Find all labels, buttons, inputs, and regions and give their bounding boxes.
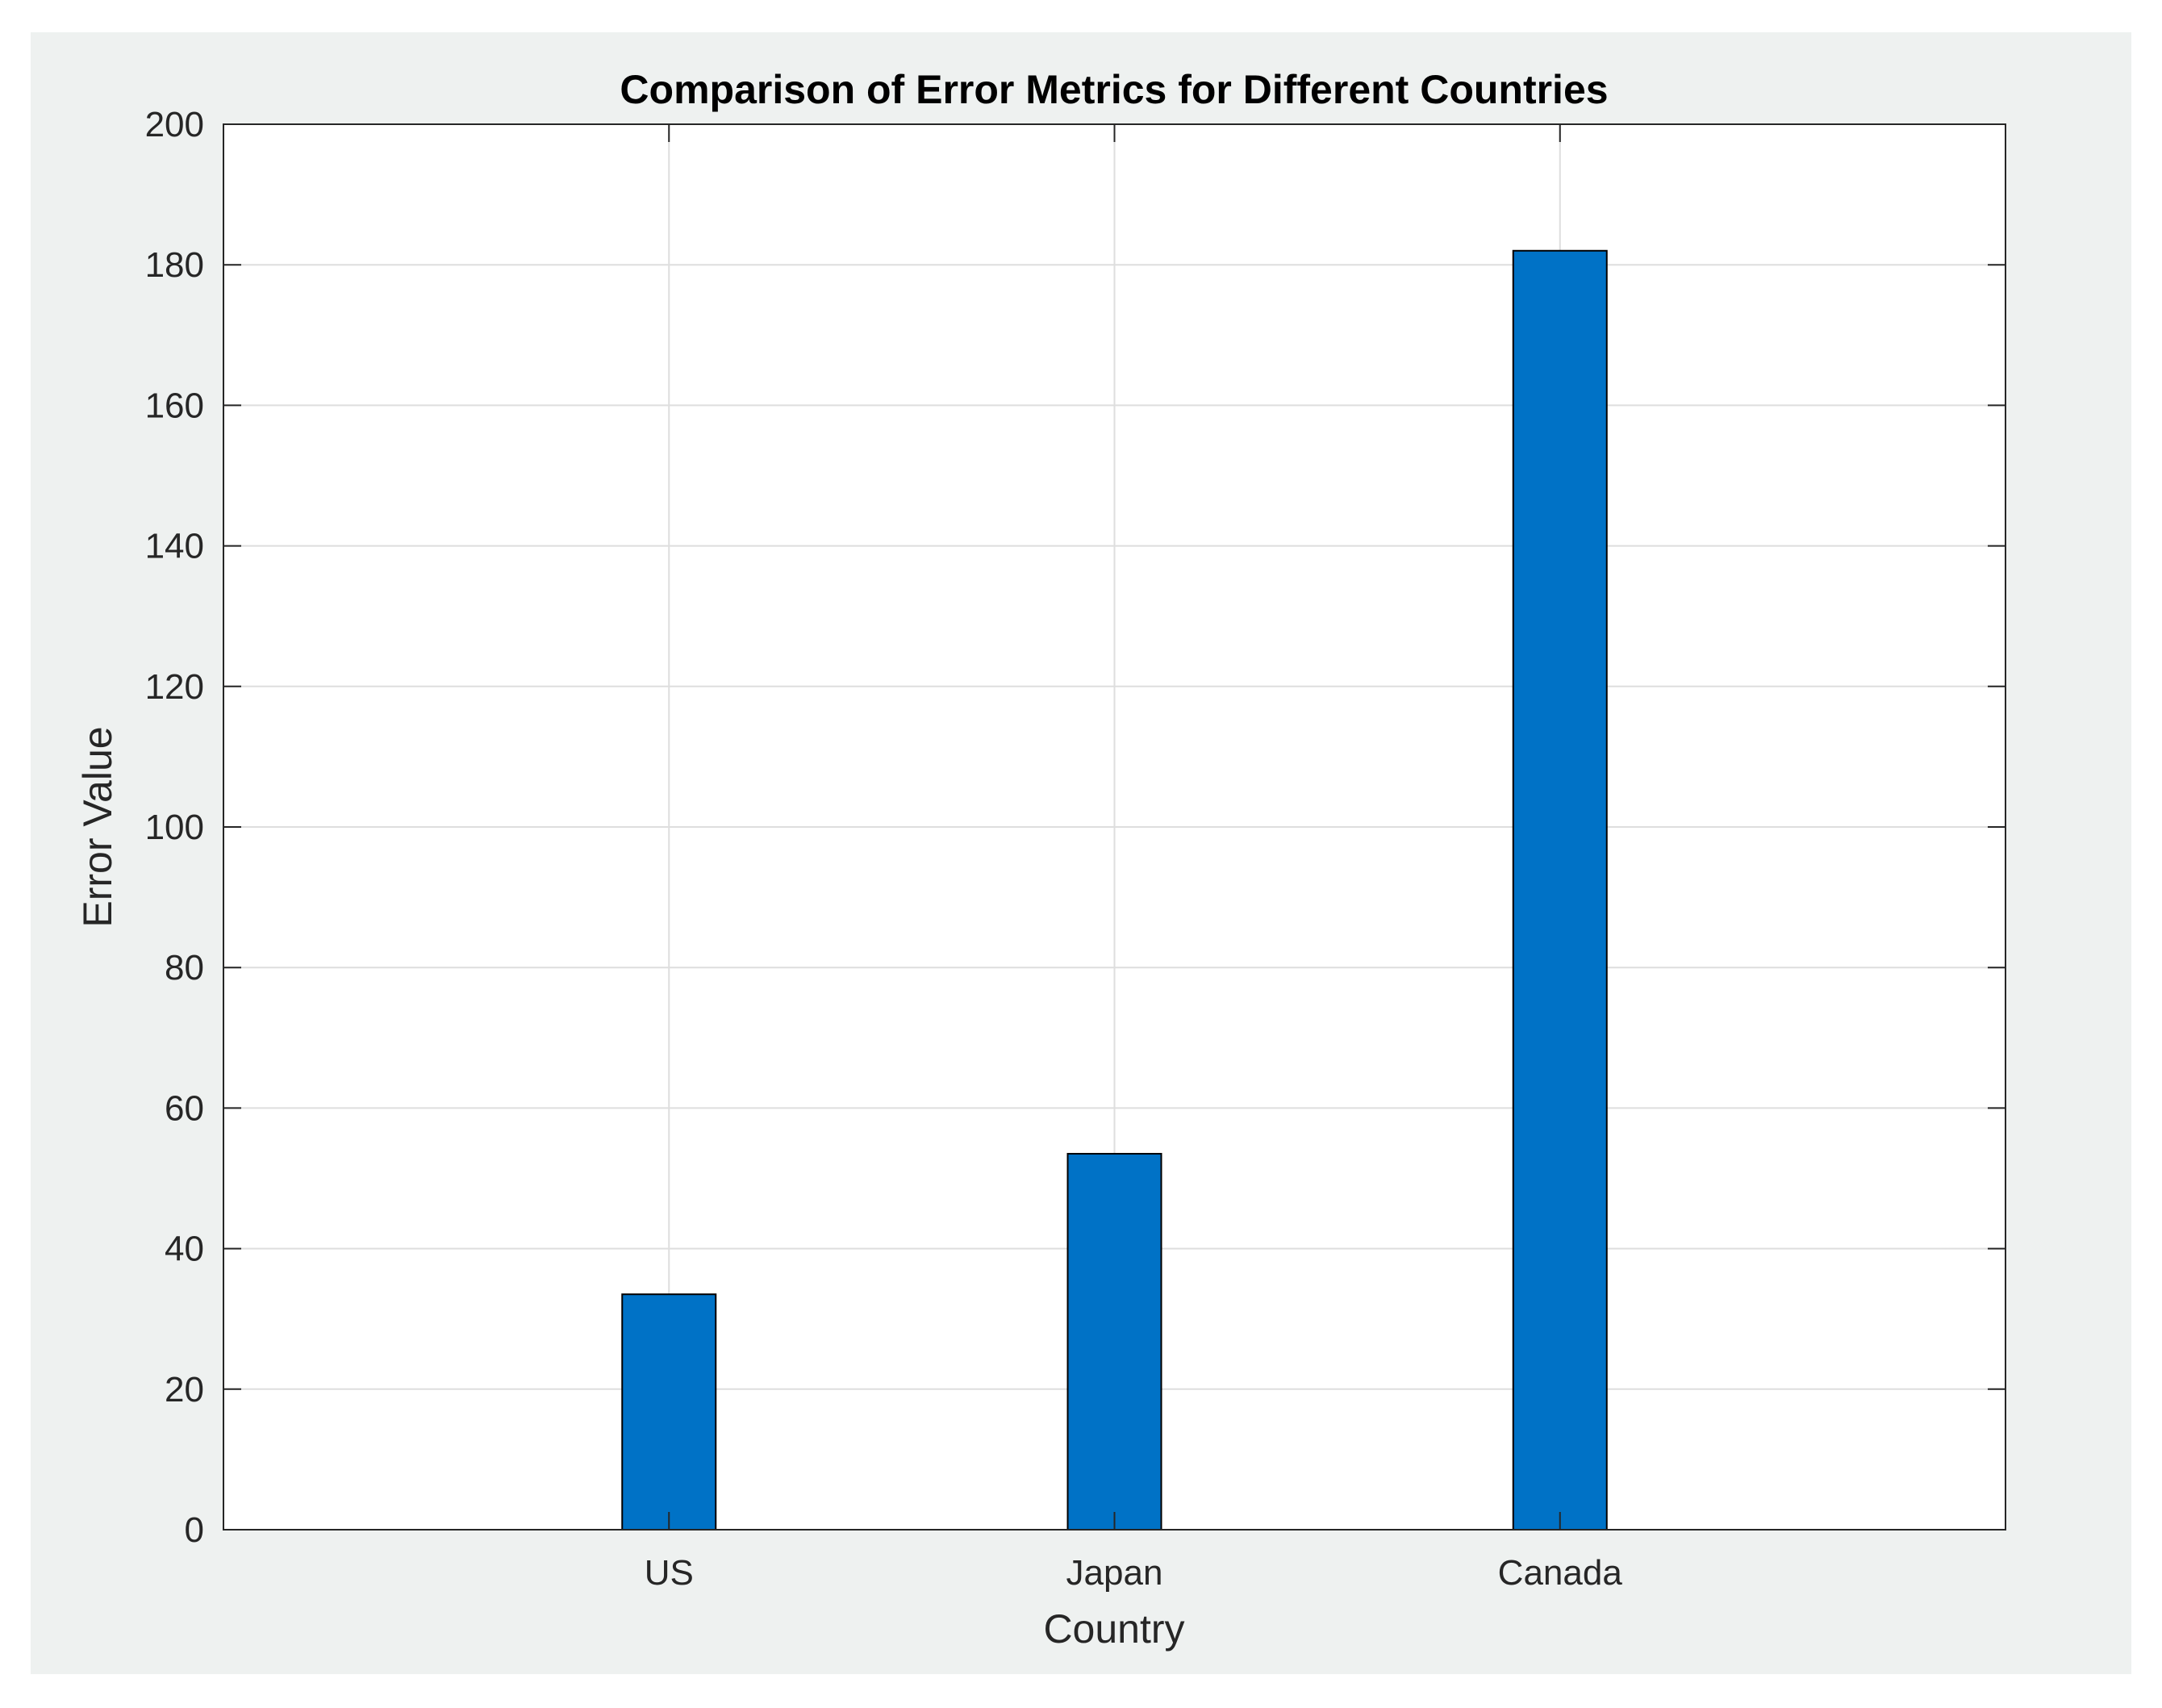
y-tick-label: 100 bbox=[145, 808, 204, 847]
y-tick-label: 160 bbox=[145, 386, 204, 425]
x-axis-label: Country bbox=[1043, 1606, 1184, 1652]
y-tick-label: 20 bbox=[165, 1370, 204, 1409]
y-tick-label: 140 bbox=[145, 527, 204, 566]
bar-canada bbox=[1512, 249, 1608, 1531]
tick-marks bbox=[223, 123, 2005, 1531]
y-tick-label: 180 bbox=[145, 245, 204, 285]
x-tick-label: US bbox=[645, 1553, 694, 1593]
y-tick-label: 0 bbox=[185, 1510, 204, 1550]
bar-us bbox=[621, 1293, 717, 1531]
x-tick-label: Japan bbox=[1066, 1553, 1163, 1593]
y-tick-label: 200 bbox=[145, 105, 204, 144]
y-axis-label: Error Value bbox=[75, 726, 120, 927]
y-tick-label: 80 bbox=[165, 948, 204, 988]
y-tick-label: 40 bbox=[165, 1230, 204, 1269]
y-tick-labels: 0 20 40 60 80 100 120 140 160 180 200 bbox=[145, 105, 204, 1550]
x-tick-labels: US Japan Canada bbox=[645, 1553, 1623, 1593]
y-tick-label: 60 bbox=[165, 1088, 204, 1128]
bar-japan bbox=[1066, 1153, 1162, 1531]
chart-title: Comparison of Error Metrics for Differen… bbox=[620, 67, 1608, 112]
x-tick-label: Canada bbox=[1498, 1553, 1623, 1593]
y-tick-label: 120 bbox=[145, 667, 204, 707]
bars bbox=[621, 249, 1608, 1531]
